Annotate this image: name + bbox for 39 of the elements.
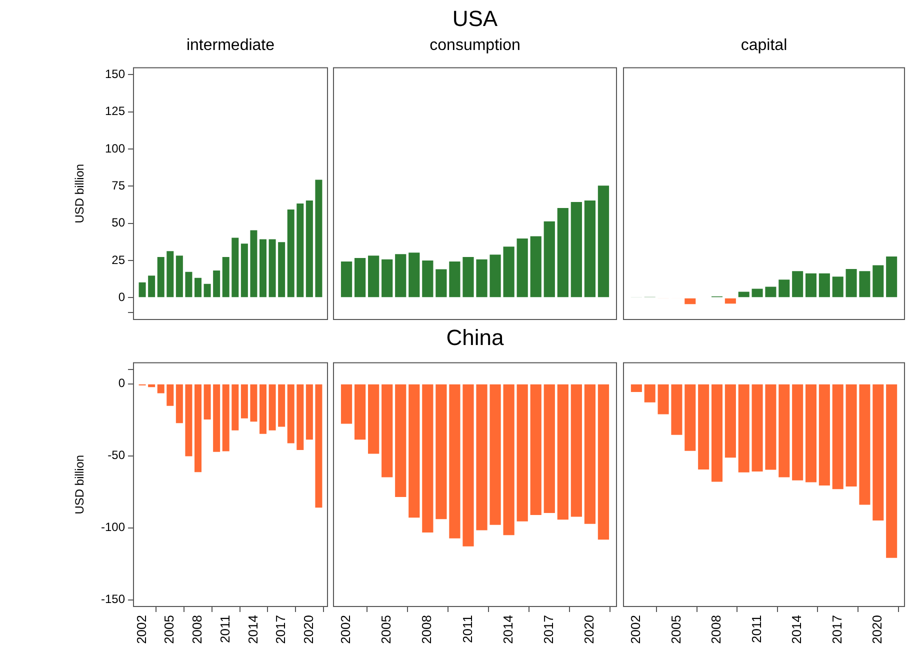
x-tick-label: 2005: [162, 615, 177, 644]
x-tick-label: 2002: [134, 615, 149, 644]
y-tick-label: 0: [118, 376, 126, 390]
y-tick-label: 150: [104, 66, 126, 81]
chart-subtitle: capital: [740, 36, 788, 56]
x-tick-label: 2014: [789, 615, 804, 644]
y-axis-title: USD billion: [72, 454, 87, 514]
x-tick-label: 2017: [540, 615, 556, 644]
x-tick-label: 2011: [748, 615, 764, 643]
y-tick-label: 125: [104, 104, 126, 118]
x-tick-label: 2011: [217, 615, 232, 643]
x-tick-label: 2008: [419, 615, 434, 644]
chart-title: USA: [451, 6, 499, 32]
x-tick-label: 2020: [582, 615, 597, 644]
y-tick-label: 0: [118, 290, 126, 304]
x-tick-label: 2017: [273, 615, 288, 644]
x-tick-label: 2002: [628, 615, 644, 644]
x-tick-label: 2014: [500, 615, 516, 644]
x-tick-label: 2005: [668, 615, 684, 644]
y-tick-label: -50: [108, 448, 126, 462]
y-tick-label: -100: [100, 520, 126, 534]
x-tick-label: 2020: [870, 615, 885, 644]
x-tick-label: 2002: [338, 615, 354, 644]
chart-subtitle: consumption: [428, 36, 522, 56]
x-tick-label: 2011: [460, 615, 475, 643]
x-tick-label: 2005: [378, 615, 394, 644]
y-tick-label: 100: [104, 141, 126, 156]
y-tick-label: 75: [112, 178, 126, 192]
x-tick-label: 2008: [708, 615, 724, 644]
x-tick-label: 2008: [190, 615, 205, 644]
y-axis-title: USD billion: [72, 164, 87, 224]
y-tick-label: 50: [112, 216, 126, 230]
y-tick-label: 25: [112, 252, 126, 267]
chart-subtitle: intermediate: [185, 36, 276, 56]
y-tick-label: -150: [100, 592, 126, 606]
x-tick-label: 2017: [829, 615, 844, 644]
x-tick-label: 2014: [245, 615, 260, 644]
chart-title: China: [445, 325, 505, 351]
x-tick-label: 2020: [301, 615, 316, 644]
